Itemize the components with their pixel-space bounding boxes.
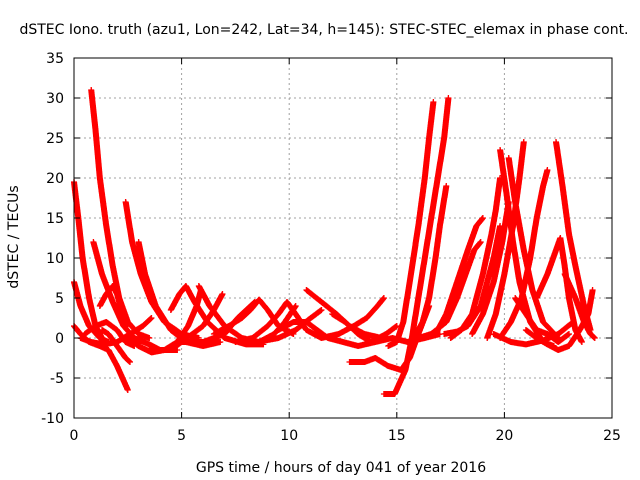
- x-tick-label: 15: [388, 428, 406, 444]
- x-axis-ticks: 0 5 10 15 20 25: [70, 58, 621, 444]
- y-tick-label: 20: [46, 171, 64, 187]
- x-tick-label: 5: [177, 428, 186, 444]
- y-axis-label: dSTEC / TECUs: [6, 185, 22, 288]
- plot-frame: [73, 57, 613, 419]
- data-points: [71, 87, 598, 397]
- y-axis-ticks: -10 -5 0 5 10 15 20 25 30 35: [41, 51, 612, 427]
- y-tick-label: 30: [46, 91, 64, 107]
- y-tick-label: 5: [55, 291, 64, 307]
- chart-title: dSTEC Iono. truth (azu1, Lon=242, Lat=34…: [19, 22, 628, 38]
- x-tick-label: 25: [603, 428, 621, 444]
- x-tick-label: 10: [280, 428, 298, 444]
- plus-markers: [71, 87, 598, 397]
- y-tick-label: -5: [50, 371, 64, 387]
- y-tick-label: 35: [46, 51, 64, 67]
- x-tick-label: 0: [70, 428, 79, 444]
- y-tick-label: 15: [46, 211, 64, 227]
- y-tick-label: 25: [46, 131, 64, 147]
- y-tick-label: -10: [41, 411, 64, 427]
- y-tick-label: 0: [55, 331, 64, 347]
- y-tick-label: 10: [46, 251, 64, 267]
- x-axis-label: GPS time / hours of day 041 of year 2016: [196, 460, 486, 476]
- x-tick-label: 20: [495, 428, 513, 444]
